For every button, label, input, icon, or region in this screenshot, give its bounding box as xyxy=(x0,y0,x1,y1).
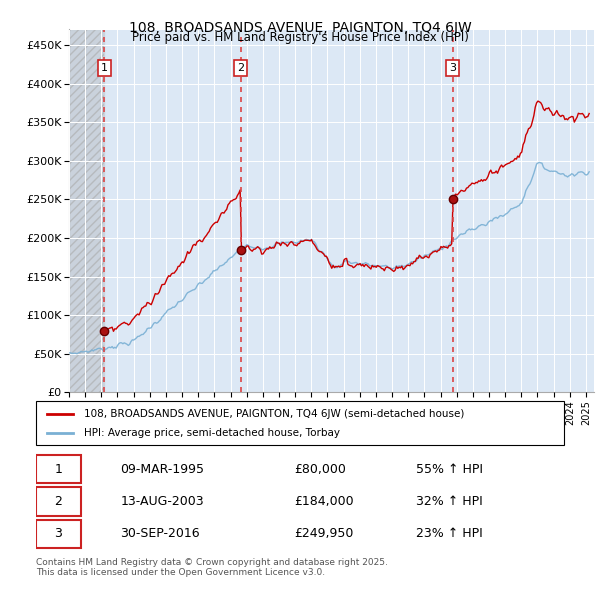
Text: 55% ↑ HPI: 55% ↑ HPI xyxy=(416,463,483,476)
Bar xyxy=(69,30,104,392)
Text: 3: 3 xyxy=(54,527,62,540)
Text: Price paid vs. HM Land Registry's House Price Index (HPI): Price paid vs. HM Land Registry's House … xyxy=(131,31,469,44)
Text: 2: 2 xyxy=(237,63,244,73)
Text: 108, BROADSANDS AVENUE, PAIGNTON, TQ4 6JW (semi-detached house): 108, BROADSANDS AVENUE, PAIGNTON, TQ4 6J… xyxy=(83,409,464,418)
Text: 13-AUG-2003: 13-AUG-2003 xyxy=(121,495,204,508)
Text: 23% ↑ HPI: 23% ↑ HPI xyxy=(416,527,483,540)
Text: 1: 1 xyxy=(101,63,108,73)
FancyBboxPatch shape xyxy=(36,455,81,483)
Text: HPI: Average price, semi-detached house, Torbay: HPI: Average price, semi-detached house,… xyxy=(83,428,340,438)
Text: Contains HM Land Registry data © Crown copyright and database right 2025.
This d: Contains HM Land Registry data © Crown c… xyxy=(36,558,388,577)
Text: 1: 1 xyxy=(54,463,62,476)
Text: 32% ↑ HPI: 32% ↑ HPI xyxy=(416,495,483,508)
FancyBboxPatch shape xyxy=(36,487,81,516)
Text: 09-MAR-1995: 09-MAR-1995 xyxy=(121,463,205,476)
FancyBboxPatch shape xyxy=(36,520,81,548)
Text: 3: 3 xyxy=(449,63,456,73)
Text: £249,950: £249,950 xyxy=(295,527,354,540)
Text: £184,000: £184,000 xyxy=(295,495,355,508)
Text: 30-SEP-2016: 30-SEP-2016 xyxy=(121,527,200,540)
Bar xyxy=(69,30,104,392)
Text: £80,000: £80,000 xyxy=(295,463,347,476)
Text: 108, BROADSANDS AVENUE, PAIGNTON, TQ4 6JW: 108, BROADSANDS AVENUE, PAIGNTON, TQ4 6J… xyxy=(128,21,472,35)
FancyBboxPatch shape xyxy=(36,401,564,445)
Text: 2: 2 xyxy=(54,495,62,508)
